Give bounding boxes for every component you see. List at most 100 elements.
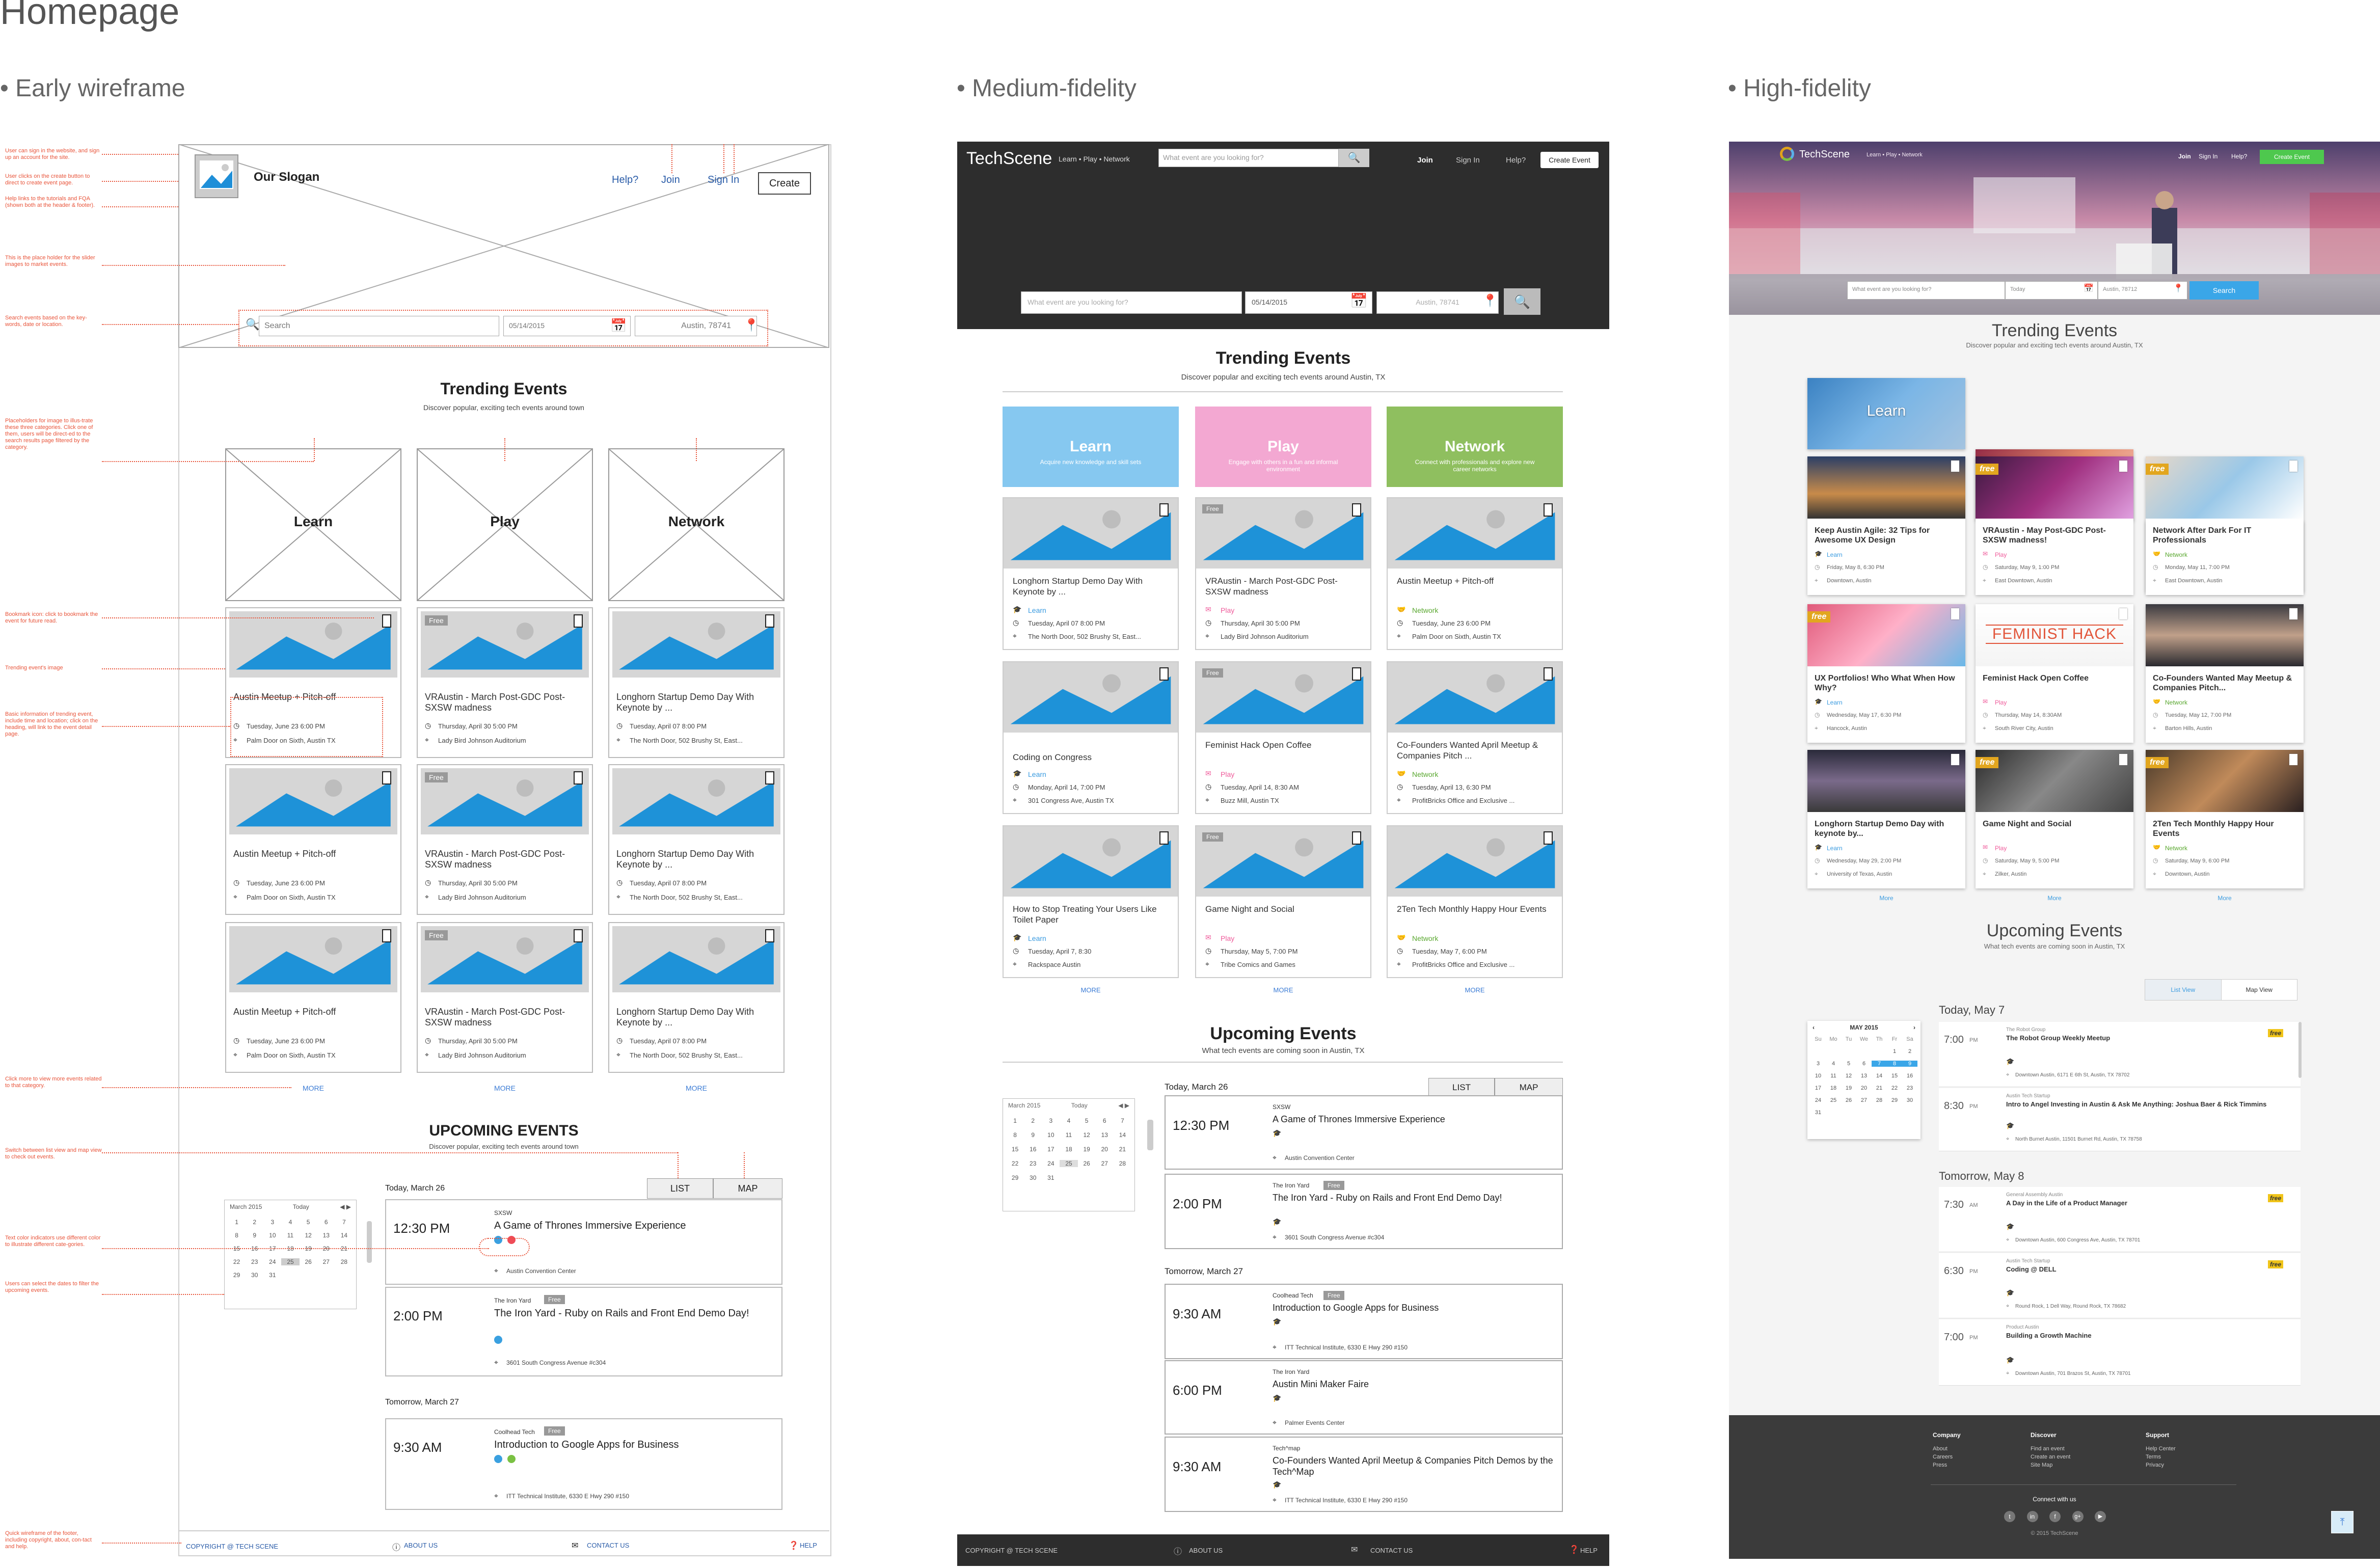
calendar-day[interactable]: 9 [1031, 1131, 1035, 1139]
event-image[interactable] [612, 926, 780, 992]
calendar-day[interactable]: 22 [1891, 1085, 1898, 1091]
event-list-item[interactable]: 7:00 PM Product Austin Building a Growth Ma… [1939, 1319, 2301, 1386]
event-list-item[interactable]: 2:00 PM The Iron Yard Free The Iron Yard - … [1165, 1174, 1563, 1249]
calendar-day[interactable]: 9 [1902, 1061, 1917, 1067]
event-list-item[interactable]: 9:30 AM Tech^map Co-Founders Wanted April … [1165, 1437, 1563, 1512]
calendar-day[interactable]: 17 [1815, 1085, 1822, 1091]
calendar-day[interactable]: 23 [251, 1258, 258, 1265]
more-link[interactable]: More [1879, 895, 1894, 902]
event-card[interactable]: How to Stop Treating Your Users Like Toi… [1003, 825, 1179, 978]
event-photo[interactable] [2146, 750, 2304, 812]
medium-hero-search-input[interactable]: What event are you looking for? [1021, 291, 1242, 314]
footer-link[interactable]: Careers [1933, 1454, 1953, 1460]
calendar-day[interactable]: 28 [1876, 1097, 1883, 1103]
medium-footer-contact[interactable]: CONTACT US [1370, 1547, 1413, 1554]
calendar-day[interactable]: 23 [1030, 1160, 1037, 1167]
event-card-title[interactable]: Network After Dark For IT Professionals [2153, 526, 2252, 545]
event-card[interactable]: Austin Meetup + Pitch-off ◷ Tuesday, June … [225, 607, 401, 758]
bookmark-icon[interactable] [765, 929, 774, 942]
event-card-title[interactable]: Co-Founders Wanted May Meetup & Companie… [2153, 674, 2292, 692]
event-card[interactable]: Longhorn Startup Demo Day with keynote b… [1807, 750, 1965, 888]
medium-logo[interactable]: TechScene [966, 149, 1052, 168]
event-card-title[interactable]: VRAustin - May Post-GDC Post-SXSW madnes… [1983, 526, 2106, 545]
calendar-next-icon[interactable]: › [1913, 1024, 1915, 1031]
calendar-day[interactable]: 24 [269, 1258, 276, 1265]
calendar-day[interactable]: 12 [305, 1232, 312, 1239]
event-image[interactable] [421, 611, 589, 678]
calendar-day[interactable]: 1 [235, 1219, 238, 1226]
event-image[interactable] [421, 926, 589, 992]
event-list-item[interactable]: 6:00 PM The Iron Yard Austin Mini Maker Fa… [1165, 1360, 1563, 1435]
calendar-day[interactable]: 26 [1083, 1160, 1090, 1167]
calendar-day[interactable]: 2 [253, 1219, 257, 1226]
more-link[interactable]: More [2047, 895, 2062, 902]
footer-link[interactable]: About [1933, 1446, 1948, 1452]
more-link[interactable]: MORE [303, 1084, 324, 1092]
event-title[interactable]: Introduction to Google Apps for Business [1273, 1303, 1439, 1313]
event-photo[interactable] [2146, 456, 2304, 519]
category-tile[interactable]: Learn [1807, 378, 1965, 449]
event-image[interactable] [1004, 826, 1178, 897]
bookmark-icon[interactable] [382, 614, 391, 628]
footer-link[interactable]: Help Center [2146, 1446, 2176, 1452]
medium-help-link[interactable]: Help? [1506, 156, 1526, 165]
bookmark-icon[interactable] [382, 771, 391, 785]
wireframe-calendar[interactable]: March 2015 Today ◀ ▶ 1 2 3 4 5 6 7 8 9 10 11 12 13 14… [224, 1200, 357, 1309]
calendar-day[interactable]: 27 [1860, 1097, 1868, 1103]
medium-join-link[interactable]: Join [1417, 156, 1433, 165]
calendar-day[interactable]: 8 [1887, 1061, 1902, 1067]
calendar-prev-next[interactable]: ◀ ▶ [340, 1203, 351, 1210]
map-view-button[interactable]: MAP [713, 1178, 782, 1199]
event-photo[interactable] [2146, 604, 2304, 666]
bookmark-icon[interactable] [1159, 667, 1169, 681]
more-link[interactable]: MORE [686, 1084, 707, 1092]
event-card[interactable]: Free VRAustin - March Post-GDC Post-SXSW … [1195, 497, 1371, 650]
calendar-day[interactable]: 27 [1101, 1160, 1108, 1167]
medium-footer-about[interactable]: ABOUT US [1189, 1547, 1223, 1554]
calendar-day[interactable]: 15 [1011, 1146, 1019, 1153]
calendar-day[interactable]: 6 [1862, 1061, 1866, 1067]
event-card[interactable]: FEMINIST HACK Feminist Hack Open Coffee ✉ P… [1976, 604, 2133, 743]
event-photo[interactable] [1807, 604, 1965, 666]
event-card-title[interactable]: 2Ten Tech Monthly Happy Hour Events [2153, 820, 2274, 838]
event-list-item[interactable]: 6:30 PM Austin Tech Startup Coding @ DELL 🎓 ⌖… [1939, 1253, 2301, 1318]
calendar-day[interactable]: 1 [1892, 1048, 1897, 1055]
category-placeholder[interactable]: Play [417, 448, 593, 601]
bookmark-icon[interactable] [1159, 503, 1169, 517]
event-card[interactable]: Longhorn Startup Demo Day With Keynote b… [1003, 497, 1179, 650]
calendar-day[interactable]: 30 [1030, 1174, 1037, 1181]
bookmark-icon[interactable] [574, 771, 583, 785]
search-icon[interactable]: 🔍 [1339, 149, 1369, 167]
event-card[interactable]: Coding on Congress 🎓 Learn ◷ Monday, April 1… [1003, 661, 1179, 814]
facebook-icon[interactable]: f [2049, 1511, 2061, 1522]
event-card-title[interactable]: VRAustin - March Post-GDC Post-SXSW madn… [425, 1007, 565, 1028]
calendar-day[interactable]: 3 [1049, 1117, 1053, 1124]
high-calendar[interactable]: ‹ MAY 2015 › Su Mo Tu We Th Fr Sa 1 2 3 4 5 6 7 8 9 10 11… [1807, 1021, 1921, 1139]
calendar-day[interactable]: 5 [1847, 1061, 1851, 1067]
create-button[interactable]: Create [758, 172, 811, 195]
calendar-day[interactable]: 18 [1830, 1085, 1837, 1091]
event-photo[interactable] [1807, 456, 1965, 519]
event-card[interactable]: Longhorn Startup Demo Day With Keynote b… [608, 607, 785, 758]
calendar-day[interactable]: 5 [306, 1219, 310, 1226]
calendar-day[interactable]: 31 [269, 1272, 276, 1279]
event-image[interactable] [1196, 498, 1370, 569]
calendar-day[interactable]: 25 [1060, 1160, 1078, 1167]
category-tile[interactable]: Learn Acquire new knowledge and skill set… [1003, 407, 1179, 487]
calendar-day[interactable]: 2 [1031, 1117, 1035, 1124]
calendar-day[interactable]: 24 [1815, 1097, 1822, 1103]
medium-map-button[interactable]: MAP [1495, 1078, 1563, 1097]
event-card-title[interactable]: UX Portfolios! Who What When How Why? [1815, 674, 1955, 692]
calendar-day[interactable]: 7 [342, 1219, 346, 1226]
calendar-day[interactable]: 3 [1816, 1061, 1820, 1067]
calendar-grid[interactable]: 1 2 3 4 5 6 7 8 9 10 11 12 13 14 15 16 17 18 19 20 21 22 23 24 2… [1003, 1112, 1134, 1186]
footer-link[interactable]: Site Map [2031, 1462, 2053, 1468]
event-card[interactable]: Free VRAustin - March Post-GDC Post-SXSW … [417, 764, 593, 915]
scrollbar[interactable] [1147, 1120, 1153, 1150]
calendar-day[interactable]: 5 [1085, 1117, 1089, 1124]
calendar-grid[interactable]: 1 2 3 4 5 6 7 8 9 10 11 12 13 14 15 16 17 18 19 20 21 22 23 24 2… [225, 1213, 356, 1284]
event-title[interactable]: Coding @ DELL [2006, 1265, 2057, 1273]
bookmark-icon[interactable] [765, 614, 774, 628]
bookmark-icon[interactable] [1352, 503, 1361, 517]
bookmark-icon[interactable] [2289, 754, 2297, 765]
